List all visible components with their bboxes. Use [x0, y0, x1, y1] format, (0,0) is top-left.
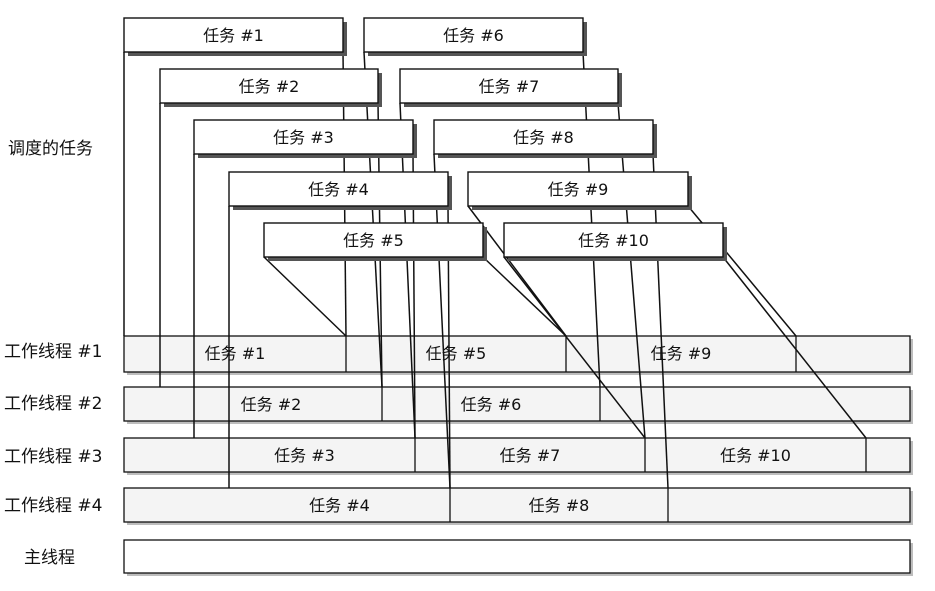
scheduled-task-1-label: 任务 #1: [203, 26, 264, 45]
scheduled-task-2-box: [159, 68, 379, 104]
worker-1-task-9-label: 任务 #9: [651, 344, 712, 363]
worker-3-task-10-label: 任务 #10: [720, 446, 791, 465]
scheduled-task-6-box: [363, 17, 584, 53]
task-7-end-connector: [617, 102, 646, 439]
worker-1-task-1-label: 任务 #1: [205, 344, 266, 363]
scheduled-task-6-label: 任务 #6: [443, 26, 504, 45]
scheduled-task-8-label: 任务 #8: [513, 128, 574, 147]
main-thread-label: 主线程: [24, 548, 75, 568]
scheduled-task-9-box: [467, 171, 689, 207]
scheduled-task-1-box: [123, 17, 344, 53]
scheduled-task-3-label: 任务 #3: [273, 128, 334, 147]
scheduled-task-10-label: 任务 #10: [578, 231, 649, 250]
worker-3-label: 工作线程 #3: [4, 447, 103, 467]
task-6-end-connector: [582, 51, 601, 388]
worker-1-task-5-label: 任务 #5: [426, 344, 487, 363]
worker-2-task-6-label: 任务 #6: [461, 395, 522, 414]
worker-2-label: 工作线程 #2: [4, 394, 103, 414]
worker-4-label: 工作线程 #4: [4, 496, 103, 516]
task-6-start-connector: [363, 51, 383, 388]
scheduled-task-4-label: 任务 #4: [308, 180, 369, 199]
main-thread-row: [123, 539, 911, 574]
scheduled-task-5-label: 任务 #5: [343, 231, 404, 250]
worker-row-3: [123, 437, 911, 473]
worker-4-task-4-label: 任务 #4: [309, 496, 370, 515]
worker-row-2: [123, 386, 911, 422]
task-5-end-connector: [482, 256, 567, 337]
worker-1-label: 工作线程 #1: [4, 342, 103, 362]
worker-row-1: [123, 335, 911, 373]
worker-3-task-7-label: 任务 #7: [500, 446, 561, 465]
scheduled-task-10-box: [503, 222, 724, 258]
scheduled-task-4-box: [228, 171, 449, 207]
scheduled-task-9-label: 任务 #9: [548, 180, 609, 199]
worker-row-4: [123, 487, 911, 523]
scheduled-task-3-box: [193, 119, 414, 155]
scheduled-task-2-label: 任务 #2: [239, 77, 300, 96]
task-10-end-connector: [722, 256, 867, 439]
task-5-start-connector: [263, 256, 347, 337]
scheduled-task-7-label: 任务 #7: [479, 77, 540, 96]
scheduled-task-5-box: [263, 222, 484, 258]
worker-4-task-8-label: 任务 #8: [529, 496, 590, 515]
task-10-start-connector: [503, 256, 646, 439]
worker-3-task-3-label: 任务 #3: [274, 446, 335, 465]
scheduled-task-8-box: [433, 119, 654, 155]
worker-2-task-2-label: 任务 #2: [241, 395, 302, 414]
scheduled-task-7-box: [399, 68, 619, 104]
scheduled-tasks-label: 调度的任务: [8, 139, 93, 159]
task-7-start-connector: [399, 102, 416, 439]
